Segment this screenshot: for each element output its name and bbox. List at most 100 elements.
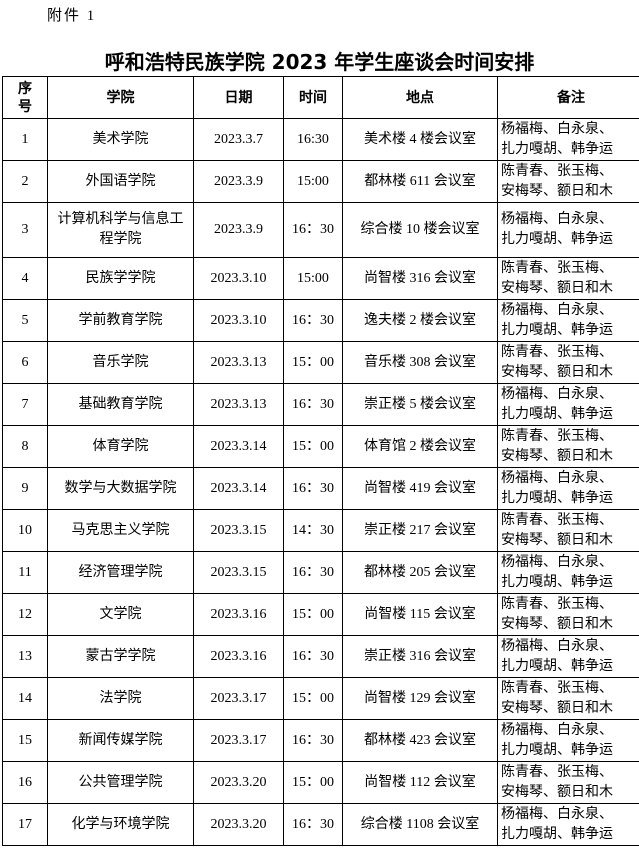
note-line: 安梅琴、额日和木 <box>501 448 613 464</box>
cell-no: 6 <box>2 341 48 384</box>
note-line: 安梅琴、额日和木 <box>501 616 613 632</box>
note-line: 陈青春、张玉梅、 <box>501 344 613 360</box>
cell-note: 陈青春、张玉梅、 安梅琴、额日和木 <box>497 761 639 804</box>
cell-no: 16 <box>2 761 48 804</box>
note-line: 安梅琴、额日和木 <box>501 183 613 199</box>
cell-no: 3 <box>2 202 48 258</box>
cell-place: 都林楼 611 会议室 <box>342 160 498 203</box>
cell-place: 综合楼 1108 会议室 <box>342 803 498 846</box>
cell-place: 尚智楼 112 会议室 <box>342 761 498 804</box>
cell-date: 2023.3.20 <box>193 761 284 804</box>
cell-date: 2023.3.10 <box>193 257 284 300</box>
table-header-row: 序号 学院 日期 时间 地点 备注 <box>2 76 639 119</box>
cell-no: 8 <box>2 425 48 468</box>
cell-date: 2023.3.15 <box>193 551 284 594</box>
cell-note: 杨福梅、白永泉、 扎力嘎胡、韩争运 <box>497 299 639 342</box>
header-college: 学院 <box>47 76 194 119</box>
cell-date: 2023.3.13 <box>193 341 284 384</box>
cell-place: 逸夫楼 2 楼会议室 <box>342 299 498 342</box>
table-row: 16 公共管理学院 2023.3.20 15：00 尚智楼 112 会议室 陈青春、张玉梅… <box>2 761 639 804</box>
cell-note: 杨福梅、白永泉、 扎力嘎胡、韩争运 <box>497 803 639 846</box>
cell-no: 9 <box>2 467 48 510</box>
note-line: 杨福梅、白永泉、 <box>501 470 613 486</box>
cell-time: 16：30 <box>283 719 343 762</box>
header-note: 备注 <box>497 76 639 119</box>
table-row: 12 文学院 2023.3.16 15：00 尚智楼 115 会议室 陈青春、张玉梅、 安梅… <box>2 593 639 636</box>
table-row: 9 数学与大数据学院 2023.3.14 16：30 尚智楼 419 会议室 杨福梅、白永… <box>2 467 639 510</box>
cell-college: 音乐学院 <box>47 341 194 384</box>
cell-time: 16：30 <box>283 551 343 594</box>
cell-college: 公共管理学院 <box>47 761 194 804</box>
cell-time: 15：00 <box>283 761 343 804</box>
cell-college: 计算机科学与信息工程学院 <box>47 202 194 258</box>
table-row: 11 经济管理学院 2023.3.15 16：30 都林楼 205 会议室 杨福梅、白永泉… <box>2 551 639 594</box>
table-row: 6 音乐学院 2023.3.13 15：00 音乐楼 308 会议室 陈青春、张玉梅、 安梅… <box>2 341 639 384</box>
note-line: 陈青春、张玉梅、 <box>501 428 613 444</box>
cell-place: 尚智楼 115 会议室 <box>342 593 498 636</box>
attachment-label: 附件 1 <box>47 8 97 24</box>
cell-no: 14 <box>2 677 48 720</box>
note-line: 安梅琴、额日和木 <box>501 280 613 296</box>
cell-college: 经济管理学院 <box>47 551 194 594</box>
cell-place: 综合楼 10 楼会议室 <box>342 202 498 258</box>
cell-no: 5 <box>2 299 48 342</box>
cell-note: 杨福梅、白永泉、 扎力嘎胡、韩争运 <box>497 118 639 161</box>
cell-college: 基础教育学院 <box>47 383 194 426</box>
cell-no: 10 <box>2 509 48 552</box>
cell-note: 杨福梅、白永泉、 扎力嘎胡、韩争运 <box>497 383 639 426</box>
cell-no: 12 <box>2 593 48 636</box>
cell-time: 15：00 <box>283 425 343 468</box>
cell-no: 2 <box>2 160 48 203</box>
table-row: 13 蒙古学学院 2023.3.16 16：30 崇正楼 316 会议室 杨福梅、白永泉、… <box>2 635 639 678</box>
header-no-label: 序号 <box>18 80 32 115</box>
header-place: 地点 <box>342 76 498 119</box>
cell-time: 15:00 <box>283 257 343 300</box>
cell-note: 陈青春、张玉梅、 安梅琴、额日和木 <box>497 677 639 720</box>
cell-place: 体育馆 2 楼会议室 <box>342 425 498 468</box>
table-row: 7 基础教育学院 2023.3.13 16：30 崇正楼 5 楼会议室 杨福梅、白永泉、扎… <box>2 383 639 426</box>
cell-note: 陈青春、张玉梅、 安梅琴、额日和木 <box>497 341 639 384</box>
note-line: 安梅琴、额日和木 <box>501 784 613 800</box>
table-row: 4 民族学学院 2023.3.10 15:00 尚智楼 316 会议室 陈青春、张玉梅、安… <box>2 257 639 300</box>
table-row: 17 化学与环境学院 2023.3.20 16：30 综合楼 1108 会议室 杨福梅、白… <box>2 803 639 846</box>
cell-date: 2023.3.14 <box>193 425 284 468</box>
cell-place: 都林楼 423 会议室 <box>342 719 498 762</box>
cell-date: 2023.3.16 <box>193 635 284 678</box>
table-row: 5 学前教育学院 2023.3.10 16：30 逸夫楼 2 楼会议室 杨福梅、白永泉、扎… <box>2 299 639 342</box>
cell-college: 学前教育学院 <box>47 299 194 342</box>
note-line: 扎力嘎胡、韩争运 <box>501 406 613 422</box>
cell-college: 体育学院 <box>47 425 194 468</box>
table-row: 14 法学院 2023.3.17 15：00 尚智楼 129 会议室 陈青春、张玉梅、 安梅… <box>2 677 639 720</box>
cell-note: 杨福梅、白永泉、 扎力嘎胡、韩争运 <box>497 635 639 678</box>
cell-college: 法学院 <box>47 677 194 720</box>
header-time: 时间 <box>283 76 343 119</box>
note-line: 杨福梅、白永泉、 <box>501 638 613 654</box>
note-line: 陈青春、张玉梅、 <box>501 596 613 612</box>
cell-note: 陈青春、张玉梅、 安梅琴、额日和木 <box>497 257 639 300</box>
note-line: 杨福梅、白永泉、 <box>501 121 613 137</box>
cell-college: 新闻传媒学院 <box>47 719 194 762</box>
cell-no: 11 <box>2 551 48 594</box>
cell-date: 2023.3.7 <box>193 118 284 161</box>
cell-no: 15 <box>2 719 48 762</box>
cell-place: 美术楼 4 楼会议室 <box>342 118 498 161</box>
table-row: 2 外国语学院 2023.3.9 15:00 都林楼 611 会议室 陈青春、张玉梅、 安梅… <box>2 160 639 203</box>
cell-date: 2023.3.9 <box>193 202 284 258</box>
note-line: 扎力嘎胡、韩争运 <box>501 322 613 338</box>
note-line: 陈青春、张玉梅、 <box>501 680 613 696</box>
cell-date: 2023.3.13 <box>193 383 284 426</box>
note-line: 杨福梅、白永泉、 <box>501 302 613 318</box>
cell-note: 陈青春、张玉梅、 安梅琴、额日和木 <box>497 593 639 636</box>
cell-date: 2023.3.10 <box>193 299 284 342</box>
cell-college: 民族学学院 <box>47 257 194 300</box>
cell-time: 16：30 <box>283 202 343 258</box>
note-line: 扎力嘎胡、韩争运 <box>501 141 613 157</box>
cell-date: 2023.3.9 <box>193 160 284 203</box>
cell-place: 崇正楼 217 会议室 <box>342 509 498 552</box>
cell-time: 16：30 <box>283 803 343 846</box>
cell-time: 16：30 <box>283 635 343 678</box>
cell-place: 崇正楼 5 楼会议室 <box>342 383 498 426</box>
note-line: 扎力嘎胡、韩争运 <box>501 574 613 590</box>
note-line: 扎力嘎胡、韩争运 <box>501 826 613 842</box>
note-line: 杨福梅、白永泉、 <box>501 554 613 570</box>
